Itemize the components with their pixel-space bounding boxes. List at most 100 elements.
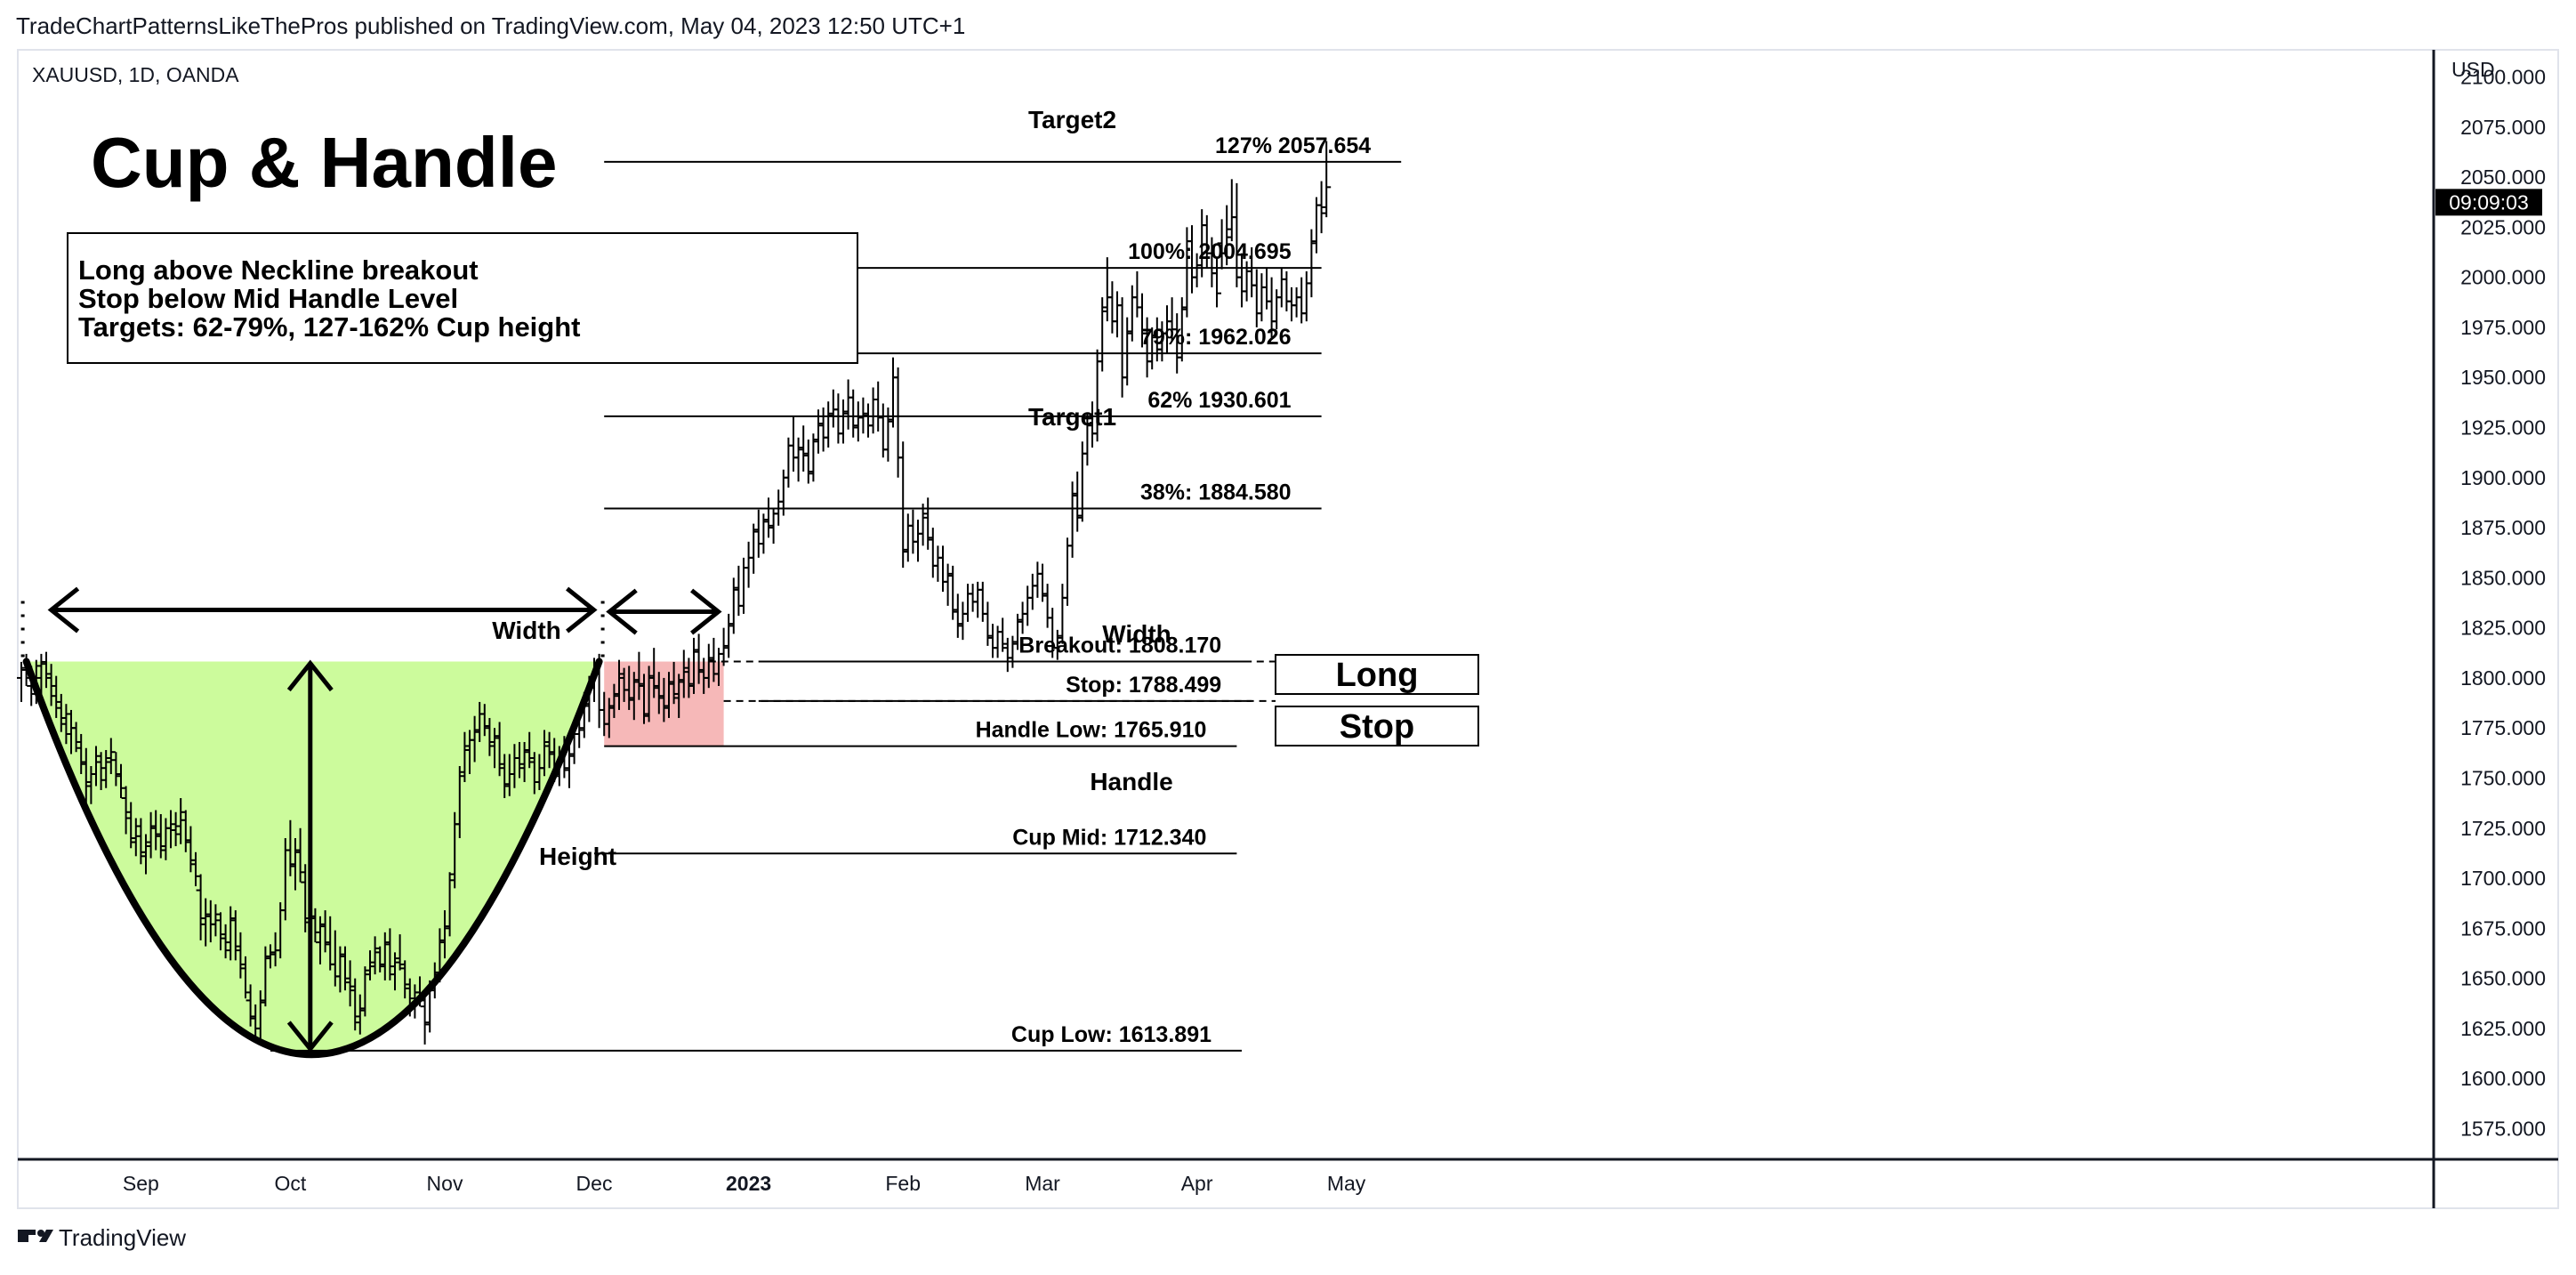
handle-width-arrow-head-right (690, 588, 722, 635)
ohlc-bar (1262, 267, 1271, 310)
ohlc-bar (923, 497, 933, 550)
x-tick-label: Mar (1025, 1172, 1060, 1195)
ohlc-bar (1117, 297, 1127, 398)
ohlc-bar (341, 946, 350, 991)
ohlc-bar (943, 563, 953, 606)
info-line-3: Targets: 62-79%, 127-162% Cup height (78, 311, 581, 343)
ohlc-bar (1272, 289, 1282, 330)
ohlc-bar (131, 818, 141, 857)
handle-width-arrow (606, 588, 722, 635)
ohlc-bar (445, 872, 455, 937)
ohlc-bar (640, 674, 648, 724)
x-tick-label: Oct (275, 1172, 307, 1195)
ohlc-bar (679, 650, 688, 698)
level-label: 62% 1930.601 (1147, 388, 1291, 413)
x-tick-label: Nov (427, 1172, 463, 1195)
ohlc-bar (355, 994, 365, 1035)
ohlc-bar (833, 393, 843, 444)
ohlc-bar (1063, 537, 1072, 606)
ohlc-bar (978, 581, 987, 622)
level-label: Stop: 1788.499 (1066, 673, 1221, 698)
y-tick-label: 1850.000 (2460, 566, 2546, 589)
ohlc-bar (749, 523, 759, 574)
axes-layer: 1575.000 1600.000 1625.000 1650.000 1675.000… (123, 66, 2546, 1195)
ohlc-bar (470, 715, 479, 763)
ohlc-bar (968, 584, 978, 612)
cup-width-arrow (47, 586, 598, 633)
y-tick-label: 1875.000 (2460, 516, 2546, 539)
ohlc-bar (739, 557, 748, 614)
ohlc-bar (674, 674, 684, 718)
ohlc-bar (500, 754, 510, 799)
ohlc-bar (933, 545, 943, 582)
y-tick-label: 1750.000 (2460, 766, 2546, 789)
published-by-text: TradeChartPatternsLikeThePros published … (16, 12, 965, 39)
ohlc-bar (515, 741, 524, 779)
ohlc-bar (366, 950, 374, 980)
ohlc-bar (460, 731, 470, 782)
ohlc-bar (236, 932, 246, 979)
level-label: 127% 2057.654 (1215, 133, 1371, 158)
ohlc-bar (117, 763, 125, 799)
ohlc-bar (853, 401, 863, 442)
ohlc-bar (704, 643, 713, 689)
target2-label: Target2 (1028, 106, 1116, 133)
ohlc-bar (764, 497, 773, 538)
ohlc-bar (1038, 563, 1047, 602)
ohlc-bar (1042, 584, 1052, 628)
ohlc-bar (181, 810, 190, 852)
ohlc-bar (849, 389, 858, 438)
ohlc-bar (46, 664, 56, 706)
ohlc-bar (1257, 273, 1267, 322)
ohlc-bar (186, 826, 196, 873)
ohlc-bar (261, 946, 270, 1007)
ohlc-bar (565, 746, 574, 788)
ohlc-bar (1083, 413, 1092, 466)
ohlc-bar (1322, 141, 1332, 218)
ohlc-bar (634, 651, 644, 700)
handle-width-arrow-head-left (606, 588, 638, 635)
y-tick-label: 1950.000 (2460, 366, 2546, 389)
ohlc-bar (286, 819, 295, 876)
ohlc-bar (440, 910, 449, 959)
ohlc-bar (295, 827, 305, 883)
y-tick-label: 1775.000 (2460, 716, 2546, 739)
ohlc-bar (729, 577, 738, 634)
ohlc-bar (544, 731, 554, 769)
x-tick-label: May (1327, 1172, 1366, 1195)
x-tick-label: 2023 (726, 1172, 771, 1195)
ohlc-bar (291, 838, 300, 891)
y-tick-label: 2025.000 (2460, 215, 2546, 238)
cup-height-arrow-head-bottom (286, 1021, 334, 1053)
ohlc-bar (694, 633, 704, 684)
ohlc-bar (604, 698, 614, 738)
ohlc-bar (81, 747, 91, 809)
ohlc-bar (1008, 635, 1018, 668)
ohlc-bar (818, 407, 828, 452)
ohlc-bar (908, 509, 918, 554)
ohlc-bar (1023, 585, 1033, 626)
ohlc-bar (56, 693, 66, 732)
ohlc-bar (858, 397, 868, 434)
ohlc-bar (724, 613, 734, 658)
ohlc-bar (316, 916, 325, 964)
ohlc-bar (824, 401, 833, 448)
ohlc-bar (624, 666, 634, 710)
ohlc-bar (649, 648, 659, 698)
ohlc-bar (375, 946, 385, 972)
ohlc-bar (803, 440, 813, 484)
ohlc-bar (1073, 472, 1083, 532)
ohlc-bar (1252, 269, 1261, 327)
ohlc-bar (495, 722, 504, 777)
ohlc-bar (689, 637, 698, 694)
ohlc-bar (216, 912, 225, 951)
ohlc-bar (420, 992, 430, 1045)
x-tick-label: Dec (576, 1172, 613, 1195)
ohlc-bar (654, 672, 664, 714)
info-line-1: Long above Neckline breakout (78, 254, 479, 286)
ohlc-layer (17, 141, 1332, 1045)
ohlc-bar (609, 683, 619, 718)
ohlc-bar (101, 749, 111, 788)
ohlc-bar (669, 661, 679, 705)
ohlc-bar (61, 704, 71, 745)
